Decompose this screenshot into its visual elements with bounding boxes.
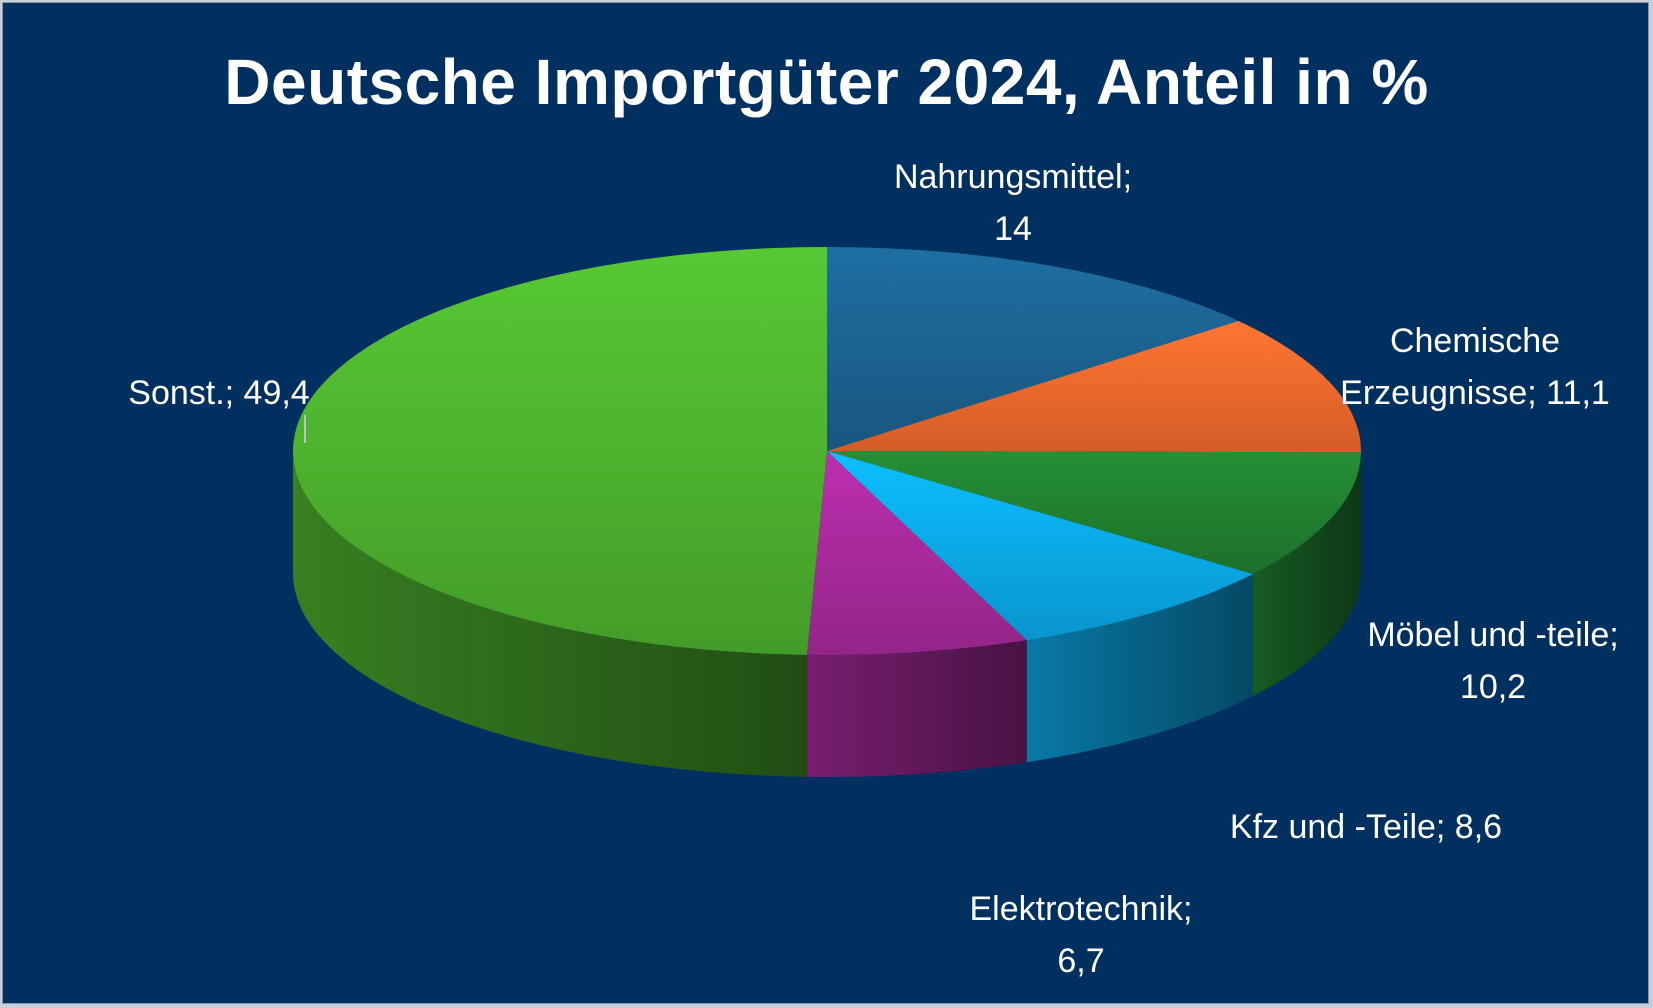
slice-label-nahrungsmittel: Nahrungsmittel; 14 — [893, 158, 1133, 248]
pie-slice-sonst — [292, 247, 827, 655]
slice-label-kfz: Kfz und -Teile; 8,6 — [1229, 808, 1503, 846]
pie-slice-kfz-und-teile — [827, 451, 1254, 641]
pie-side-sonst — [293, 451, 807, 777]
pie-side-kfz-und-teile — [1026, 573, 1254, 763]
slice-label-sonst: Sonst.; 49,4 — [128, 374, 310, 412]
pie-side-elektrotechnik — [806, 640, 1027, 777]
pie-slice-nahrungsmittel — [827, 247, 1239, 451]
slice-label-moebel: Möbel und -teile; 10,2 — [1367, 616, 1619, 706]
slice-label-chemische-erzeugnisse: Chemische Erzeugnisse; 11,1 — [1340, 322, 1610, 412]
pie-side-moebel-und-teile — [1253, 452, 1361, 696]
pie-slice-chemische-erzeugnisse — [827, 320, 1361, 453]
pie-chart — [292, 247, 1361, 777]
pie-slice-moebel-und-teile — [827, 451, 1361, 574]
slice-label-elektrotechnik: Elektrotechnik; 6,7 — [969, 890, 1193, 980]
chart-title: Deutsche Importgüter 2024, Anteil in % — [224, 46, 1429, 118]
pie-slice-elektrotechnik — [806, 451, 1027, 655]
